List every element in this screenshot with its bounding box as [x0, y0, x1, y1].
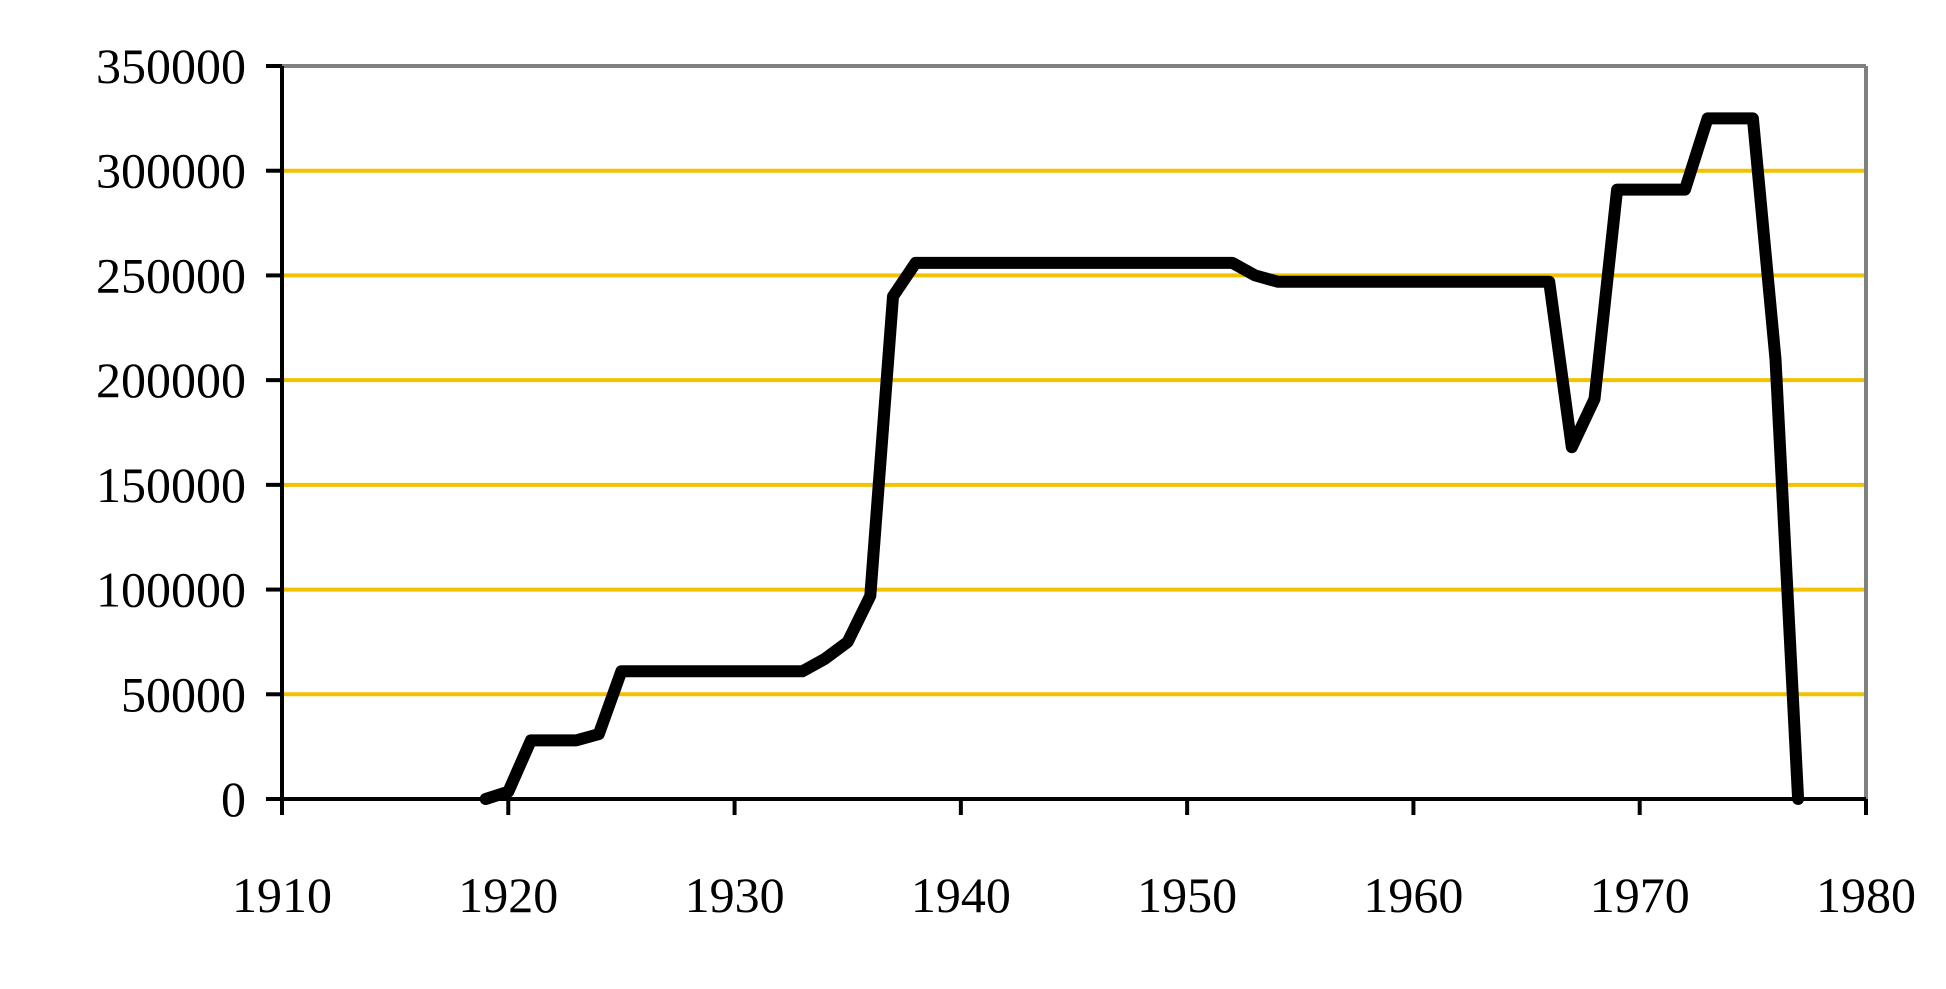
series-group [479, 112, 1805, 805]
gridlines [282, 168, 1866, 697]
x-tick-label: 1960 [1363, 867, 1463, 923]
y-tick-label: 150000 [96, 457, 246, 513]
y-tick-label: 250000 [96, 247, 246, 303]
x-tick-label: 1940 [911, 867, 1011, 923]
y-tick-label: 300000 [96, 143, 246, 199]
x-tick-label: 1970 [1590, 867, 1690, 923]
y-tick-label: 350000 [96, 38, 246, 94]
x-tick-label: 1930 [685, 867, 785, 923]
x-tick-label: 1980 [1816, 867, 1916, 923]
x-tick-label: 1950 [1137, 867, 1237, 923]
y-tick-label: 0 [221, 771, 246, 827]
y-tick-label: 200000 [96, 352, 246, 408]
x-tick-label: 1910 [232, 867, 332, 923]
x-axis-tick-labels: 1910 1920 1930 1940 1950 1960 1970 1980 [232, 867, 1916, 923]
y-tick-label: 50000 [121, 666, 246, 722]
y-tick-label: 100000 [96, 562, 246, 618]
x-tick-label: 1920 [458, 867, 558, 923]
y-axis-tick-labels: 0 50000 100000 150000 200000 250000 300000 3500… [96, 38, 246, 827]
series-line [479, 112, 1805, 805]
axis-ticks [266, 64, 1868, 815]
plot-frame [280, 64, 1868, 801]
